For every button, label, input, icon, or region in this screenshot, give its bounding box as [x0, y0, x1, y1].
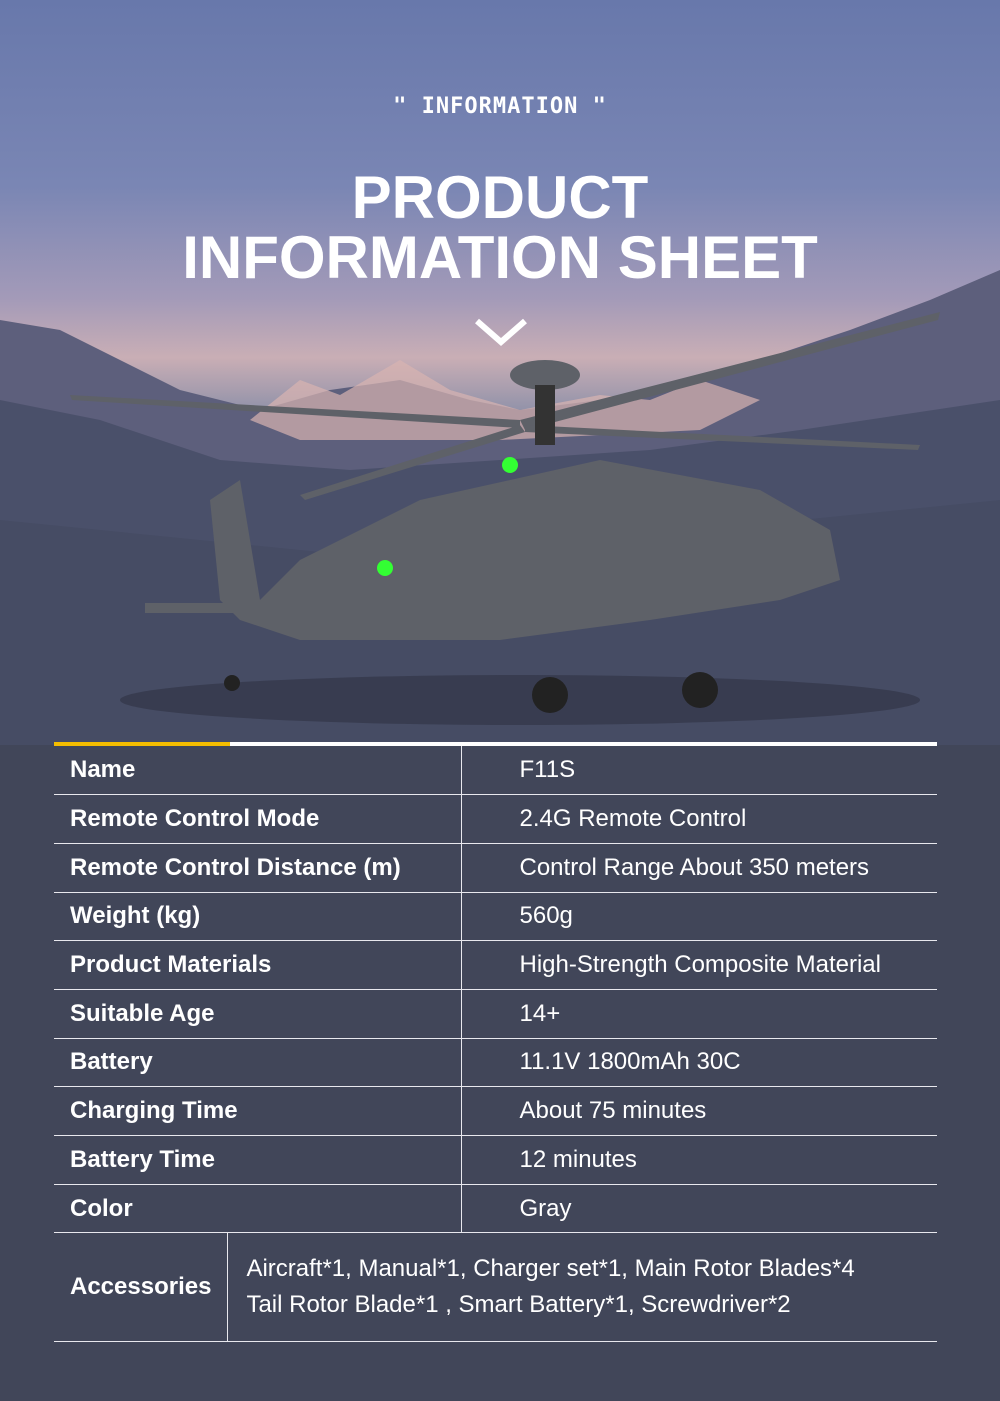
page-title: PRODUCT INFORMATION SHEET	[0, 168, 1000, 288]
spec-value: Control Range About 350 meters	[461, 843, 937, 893]
spec-label: Suitable Age	[54, 989, 462, 1039]
accent-bar	[54, 742, 230, 746]
spec-value: Aircraft*1, Manual*1, Charger set*1, Mai…	[228, 1233, 937, 1341]
accessories-row: Accessories Aircraft*1, Manual*1, Charge…	[54, 1233, 937, 1342]
spec-label: Weight (kg)	[54, 892, 462, 942]
spec-value: About 75 minutes	[461, 1086, 937, 1136]
section-kicker: " INFORMATION "	[393, 94, 607, 119]
table-row: Remote Control Mode 2.4G Remote Control	[54, 794, 937, 844]
spec-table: Name F11S Remote Control Mode 2.4G Remote C…	[54, 746, 937, 1343]
table-row: Weight (kg) 560g	[54, 892, 937, 942]
spec-label: Charging Time	[54, 1086, 462, 1136]
hero-banner: " INFORMATION " PRODUCT INFORMATION SHEE…	[0, 0, 1000, 745]
spec-value: 14+	[461, 989, 937, 1039]
accessories-line-2: Tail Rotor Blade*1 , Smart Battery*1, Sc…	[246, 1291, 791, 1319]
table-row: Battery Time 12 minutes	[54, 1135, 937, 1185]
spec-label: Battery Time	[54, 1135, 462, 1185]
spec-label: Name	[54, 746, 462, 796]
table-row: Name F11S	[54, 746, 937, 796]
spec-value: Gray	[461, 1184, 937, 1234]
spec-label: Remote Control Distance (m)	[54, 843, 462, 893]
table-row: Suitable Age 14+	[54, 989, 937, 1039]
spec-value: 11.1V 1800mAh 30C	[461, 1038, 937, 1088]
spec-value: High-Strength Composite Material	[461, 940, 937, 990]
accessories-line-1: Aircraft*1, Manual*1, Charger set*1, Mai…	[246, 1255, 855, 1283]
helicopter-scene-image	[0, 270, 1000, 745]
spec-label: Remote Control Mode	[54, 794, 462, 844]
spec-label: Color	[54, 1184, 462, 1234]
title-line-2: INFORMATION SHEET	[182, 224, 818, 291]
table-row: Remote Control Distance (m) Control Range…	[54, 843, 937, 893]
spec-label: Battery	[54, 1038, 462, 1088]
table-row: Battery 11.1V 1800mAh 30C	[54, 1038, 937, 1088]
spec-label: Product Materials	[54, 940, 462, 990]
spec-value: 12 minutes	[461, 1135, 937, 1185]
spec-value: 2.4G Remote Control	[461, 794, 937, 844]
table-top-bar	[54, 742, 937, 746]
table-row: Product Materials High-Strength Composite…	[54, 940, 937, 990]
title-line-1: PRODUCT	[351, 164, 649, 231]
spec-label: Accessories	[54, 1233, 229, 1342]
chevron-down-icon	[475, 318, 527, 346]
spec-value: F11S	[461, 746, 937, 796]
spec-value: 560g	[461, 892, 937, 942]
table-row: Charging Time About 75 minutes	[54, 1086, 937, 1136]
table-row: Color Gray	[54, 1184, 937, 1234]
